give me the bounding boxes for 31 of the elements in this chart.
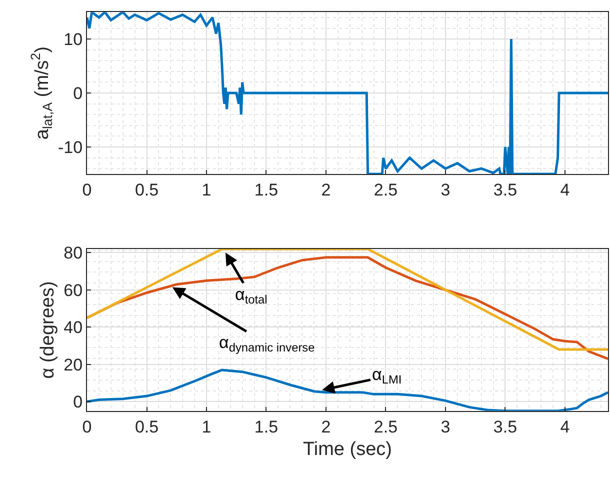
y-tick-label: 0 xyxy=(73,392,83,412)
x-tick-label: 3.5 xyxy=(493,180,518,200)
y-tick-label: 0 xyxy=(73,84,83,103)
x-tick-label: 3.5 xyxy=(493,417,518,436)
y-tick-label: 10 xyxy=(64,30,83,50)
x-tick-label: 4 xyxy=(560,180,570,200)
x-tick-label: 2.5 xyxy=(374,417,398,436)
x-tick-label: 4 xyxy=(560,417,570,436)
y-tick-label: 80 xyxy=(64,244,83,263)
line-series xyxy=(87,368,608,411)
x-tick-label: 0.5 xyxy=(134,180,159,200)
x-tick-label: 3 xyxy=(440,417,450,436)
annotation: α$_{dynamic inverse}$ xyxy=(219,333,316,355)
y-tick-label: 60 xyxy=(64,280,83,300)
x-tick-label: 1.5 xyxy=(254,417,278,436)
x-tick-label: 2.5 xyxy=(374,180,398,200)
x-tick-label: 2 xyxy=(321,417,331,436)
annotation: α$_{total}$ xyxy=(235,285,268,307)
y-tick-label: 20 xyxy=(64,355,83,374)
x-tick-label: 1 xyxy=(202,180,212,200)
x-tick-label: 1 xyxy=(202,417,212,436)
annotation: α$_{LMI}$ xyxy=(372,365,402,387)
x-tick-label: 2 xyxy=(321,180,331,200)
y-axis-title: α (degrees) xyxy=(38,281,59,379)
y-tick-label: -10 xyxy=(58,138,83,157)
y-tick-label: 40 xyxy=(64,318,83,338)
x-tick-label: 1.5 xyxy=(254,180,278,200)
x-axis-title: Time (sec) xyxy=(302,439,392,460)
x-tick-label: 0.5 xyxy=(134,417,159,436)
x-tick-label: 3 xyxy=(440,180,450,200)
line-series xyxy=(87,12,608,174)
